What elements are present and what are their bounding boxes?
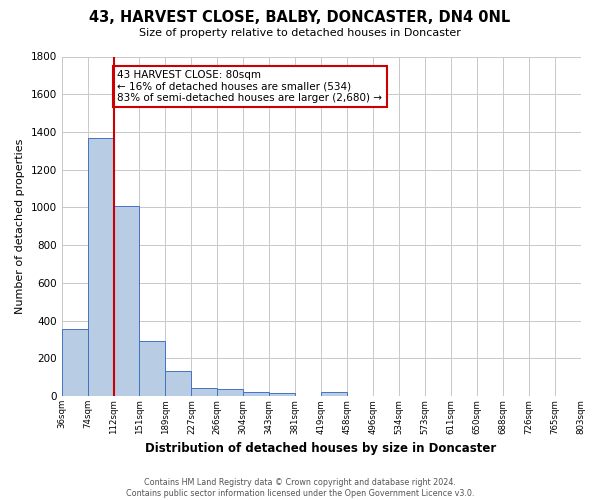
Text: Size of property relative to detached houses in Doncaster: Size of property relative to detached ho… — [139, 28, 461, 38]
X-axis label: Distribution of detached houses by size in Doncaster: Distribution of detached houses by size … — [145, 442, 497, 455]
Bar — [139, 342, 166, 396]
Bar — [243, 392, 269, 396]
Bar — [321, 392, 347, 396]
Bar — [191, 388, 217, 396]
Bar — [269, 393, 295, 396]
Bar — [113, 206, 139, 396]
Bar — [217, 390, 243, 396]
Text: 43, HARVEST CLOSE, BALBY, DONCASTER, DN4 0NL: 43, HARVEST CLOSE, BALBY, DONCASTER, DN4… — [89, 10, 511, 25]
Bar — [166, 372, 191, 396]
Text: 43 HARVEST CLOSE: 80sqm
← 16% of detached houses are smaller (534)
83% of semi-d: 43 HARVEST CLOSE: 80sqm ← 16% of detache… — [118, 70, 382, 103]
Bar — [88, 138, 113, 396]
Text: Contains HM Land Registry data © Crown copyright and database right 2024.
Contai: Contains HM Land Registry data © Crown c… — [126, 478, 474, 498]
Bar — [62, 329, 88, 396]
Y-axis label: Number of detached properties: Number of detached properties — [15, 138, 25, 314]
